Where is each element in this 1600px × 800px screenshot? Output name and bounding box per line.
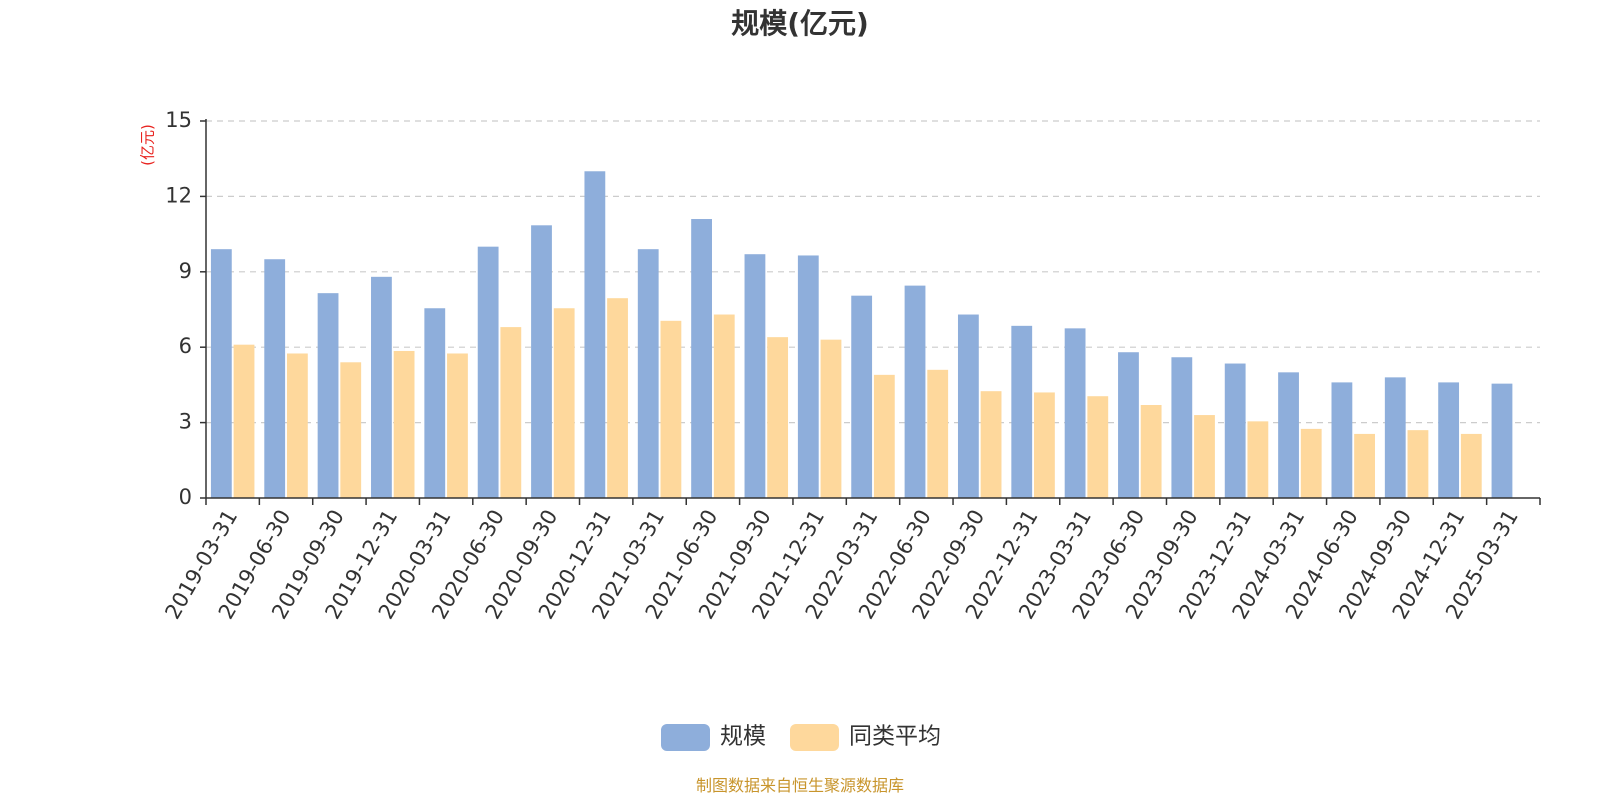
- bar-peer-average[interactable]: [500, 327, 522, 498]
- y-tick-label: 3: [179, 410, 192, 434]
- bar-scale[interactable]: [1064, 328, 1086, 498]
- bar-scale[interactable]: [1278, 372, 1299, 498]
- bar-peer-average[interactable]: [1034, 392, 1055, 498]
- bar-peer-average[interactable]: [980, 391, 1002, 498]
- bar-peer-average[interactable]: [713, 314, 735, 498]
- bar-scale[interactable]: [1224, 363, 1246, 498]
- bar-peer-average[interactable]: [607, 298, 628, 498]
- bar-scale[interactable]: [691, 219, 712, 498]
- bar-peer-average[interactable]: [1194, 415, 1215, 498]
- chart-title: 规模(亿元): [731, 7, 869, 40]
- bar-scale[interactable]: [904, 285, 926, 498]
- bar-peer-average[interactable]: [286, 353, 308, 498]
- bar-peer-average[interactable]: [1300, 428, 1322, 498]
- legend-item-peer-average[interactable]: 同类平均: [790, 724, 941, 752]
- bar-peer-average[interactable]: [1140, 405, 1162, 498]
- legend-item-scale[interactable]: 规模: [661, 724, 766, 752]
- y-tick-label: 6: [179, 334, 192, 358]
- bar-peer-average[interactable]: [873, 374, 895, 498]
- bar-scale[interactable]: [1491, 383, 1513, 498]
- y-tick-label: 15: [165, 108, 192, 132]
- bar-scale[interactable]: [1438, 382, 1460, 498]
- bars: [210, 171, 1513, 498]
- bar-scale[interactable]: [317, 293, 339, 498]
- bar-peer-average[interactable]: [927, 369, 949, 498]
- bar-peer-average[interactable]: [1354, 433, 1375, 498]
- legend-swatch: [790, 724, 839, 751]
- y-tick-label: 12: [165, 183, 192, 207]
- bar-scale[interactable]: [957, 314, 979, 498]
- source-note: 制图数据来自恒生聚源数据库: [696, 776, 904, 795]
- bar-peer-average[interactable]: [820, 339, 842, 498]
- bar-peer-average[interactable]: [1087, 396, 1109, 498]
- bar-scale[interactable]: [584, 171, 606, 498]
- bar-scale[interactable]: [210, 249, 232, 498]
- y-axis-label: (亿元): [139, 124, 157, 166]
- legend[interactable]: 规模 同类平均: [661, 724, 941, 752]
- bar-scale[interactable]: [477, 246, 499, 498]
- bar-peer-average[interactable]: [767, 337, 789, 498]
- axes: 036912152019-03-312019-06-302019-09-3020…: [160, 108, 1541, 623]
- legend-label: 同类平均: [849, 724, 941, 750]
- legend-label: 规模: [720, 724, 766, 750]
- bar-scale[interactable]: [851, 295, 873, 498]
- bar-scale[interactable]: [531, 225, 552, 498]
- y-tick-label: 9: [179, 259, 192, 283]
- bar-scale[interactable]: [1331, 382, 1353, 498]
- bar-peer-average[interactable]: [553, 308, 575, 498]
- bar-scale[interactable]: [744, 254, 766, 498]
- bar-scale[interactable]: [264, 259, 286, 498]
- bar-peer-average[interactable]: [447, 353, 468, 498]
- bar-peer-average[interactable]: [340, 362, 362, 498]
- bar-scale[interactable]: [371, 276, 392, 498]
- bar-peer-average[interactable]: [1247, 421, 1269, 498]
- y-tick-label: 0: [179, 485, 192, 509]
- bar-peer-average[interactable]: [1460, 433, 1482, 498]
- bar-scale[interactable]: [1118, 352, 1139, 498]
- bar-scale[interactable]: [797, 255, 819, 498]
- legend-swatch: [661, 724, 710, 751]
- bar-scale[interactable]: [637, 249, 659, 498]
- bar-scale[interactable]: [1171, 357, 1193, 498]
- bar-scale[interactable]: [424, 308, 446, 498]
- bar-peer-average[interactable]: [393, 350, 415, 498]
- bar-peer-average[interactable]: [233, 344, 255, 498]
- bar-peer-average[interactable]: [1407, 430, 1429, 498]
- bar-scale[interactable]: [1384, 377, 1406, 498]
- bar-peer-average[interactable]: [660, 320, 682, 498]
- bar-scale[interactable]: [1011, 325, 1033, 498]
